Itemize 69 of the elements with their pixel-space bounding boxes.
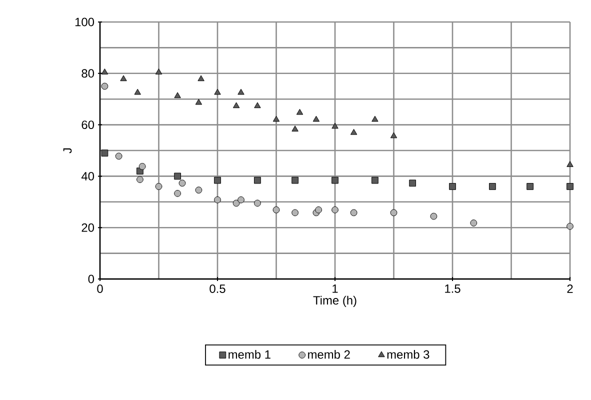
x-tick-label: 2 xyxy=(567,284,573,293)
point xyxy=(409,180,416,187)
y-tick-label: 40 xyxy=(81,172,94,180)
y-tick-label: 20 xyxy=(82,223,94,232)
point xyxy=(372,116,378,122)
point xyxy=(101,150,108,157)
point xyxy=(292,209,298,216)
legend-label: memb 2 xyxy=(308,350,350,359)
point xyxy=(390,209,398,216)
point xyxy=(232,200,240,207)
point xyxy=(566,161,574,167)
y-axis-title: J xyxy=(63,148,72,154)
point xyxy=(214,88,221,95)
y-tick-label: 0 xyxy=(88,274,94,284)
point xyxy=(232,102,240,108)
point xyxy=(134,88,141,95)
y-tick-label: 60 xyxy=(82,120,94,130)
x-tick-label: 1.5 xyxy=(445,284,460,293)
point xyxy=(470,220,478,226)
point xyxy=(566,222,574,230)
legend-label: memb 1 xyxy=(228,350,270,359)
point xyxy=(195,186,202,194)
point xyxy=(430,212,438,220)
point xyxy=(198,75,204,82)
point xyxy=(332,176,338,184)
point xyxy=(115,152,122,160)
point xyxy=(272,116,280,122)
point xyxy=(238,196,244,204)
point xyxy=(155,183,162,190)
point xyxy=(155,68,162,74)
point xyxy=(315,206,322,214)
point xyxy=(372,176,378,184)
y-tick-label: 80 xyxy=(82,69,94,78)
x-tick-label: 1 xyxy=(332,284,338,293)
point xyxy=(449,183,456,190)
point xyxy=(489,183,496,190)
point xyxy=(174,92,181,98)
point xyxy=(254,102,261,108)
point xyxy=(101,82,108,90)
x-axis-title: Time (h) xyxy=(313,296,356,307)
point xyxy=(214,196,221,204)
point xyxy=(332,206,338,214)
legend-label: memb 3 xyxy=(387,350,430,359)
point xyxy=(566,183,574,190)
point xyxy=(136,176,144,183)
point xyxy=(526,183,534,190)
point xyxy=(174,172,181,180)
point xyxy=(272,206,280,214)
y-tick-label: 100 xyxy=(75,18,94,26)
point xyxy=(332,122,338,129)
point xyxy=(238,88,244,95)
point xyxy=(195,98,202,105)
point xyxy=(292,176,298,184)
point xyxy=(312,116,320,122)
point xyxy=(350,128,358,135)
point xyxy=(292,126,298,132)
point xyxy=(254,200,261,207)
point xyxy=(101,68,108,74)
point xyxy=(214,176,221,184)
x-tick-label: 0 xyxy=(97,284,103,293)
point xyxy=(178,180,186,187)
point xyxy=(174,190,181,197)
x-tick-label: 0.5 xyxy=(210,284,226,293)
point xyxy=(138,162,146,170)
point xyxy=(296,108,304,115)
point xyxy=(350,209,358,216)
point xyxy=(120,75,127,82)
point xyxy=(390,132,398,138)
point xyxy=(254,176,261,184)
